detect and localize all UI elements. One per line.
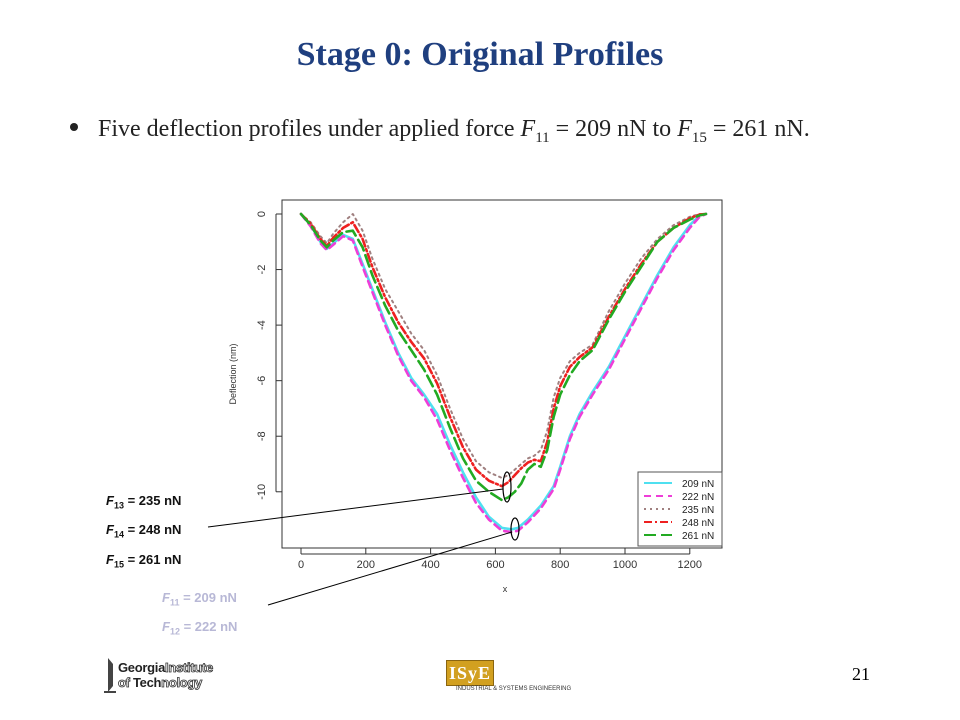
legend-entry: 261 nN [682,531,714,542]
annotation-f15-rest: = 261 nN [123,552,182,567]
x-tick-label: 1000 [613,559,637,571]
annotation-f13: F13 = 235 nN [106,493,181,511]
y-tick-label: -8 [256,431,268,441]
isye-logo: ISyE INDUSTRIAL & SYSTEMS ENGINEERING [446,660,571,692]
bullet-dot [70,123,78,132]
annotation-f11-var: F [162,590,170,605]
x-tick-label: 0 [298,559,304,571]
x-tick-label: 800 [551,559,569,571]
annotation-f15: F15 = 261 nN [106,552,181,570]
isye-logo-mark: ISyE [446,660,494,686]
gt-logo-institute: Institute [165,660,214,676]
bullet-f-last-var: F [677,116,692,142]
gt-logo-of: of [118,675,133,691]
annotation-f14-rest: = 248 nN [123,522,182,537]
x-tick-label: 400 [421,559,439,571]
series-line-235-nn [300,213,707,479]
gt-logo-nology: nology [161,675,203,691]
georgia-tech-logo: GeorgiaInstitute of Technology [118,660,214,691]
y-tick-label: -6 [256,376,268,386]
page-number: 21 [852,664,870,684]
annotation-f15-sub: 15 [113,559,124,570]
legend-entry: 248 nN [682,518,714,529]
y-tick-label: -10 [256,484,268,500]
annotation-f11-rest: = 209 nN [179,590,237,605]
series-line-261-nn [299,212,708,502]
annotation-f11-sub: 11 [169,597,180,608]
legend-entry: 222 nN [682,492,714,503]
annotation-f15-var: F [106,552,114,567]
bullet-f-last-rest: = 261 nN. [706,116,810,142]
annotation-f13-rest: = 235 nN [123,493,182,508]
gt-logo-line1: GeorgiaInstitute [118,660,214,676]
gt-logo-tech: Tech [132,675,162,690]
series-line-248-nn [299,212,708,488]
slide-title: Stage 0: Original Profiles [296,36,664,73]
bullet-f-first-var: F [520,116,536,142]
y-tick-label: -4 [256,320,268,330]
annotation-f12-sub: 12 [169,626,180,637]
bullet-f-first-sub: 11 [535,129,550,146]
bullet-text-before: Five deflection profiles under applied f… [98,116,521,142]
x-axis-label: x [503,584,508,594]
upper-leader-line [207,488,504,528]
annotation-f14-var: F [106,522,114,537]
lower-group-marker [510,517,520,541]
x-tick-label: 200 [357,559,375,571]
gt-logo-georgia: Georgia [118,660,166,675]
legend-entry: 209 nN [682,479,714,490]
series-line-222-nn [299,212,708,534]
annotation-f14: F14 = 248 nN [106,522,181,540]
y-tick-label: -2 [256,265,268,275]
upper-group-marker [502,471,512,503]
y-axis-label: Deflection (nm) [228,343,238,404]
y-tick-label: 0 [256,211,268,217]
bullet-f-last-sub: 15 [691,129,707,146]
plot-frame [281,199,723,549]
lower-leader-line [267,531,513,606]
x-tick-label: 1200 [678,559,702,571]
annotation-f11: F11 = 209 nN [162,590,237,608]
bullet-text: Five deflection profiles under applied f… [70,116,810,147]
annotation-f14-sub: 14 [113,529,124,540]
legend-entry: 235 nN [682,505,714,516]
annotation-f13-var: F [106,493,114,508]
isye-logo-subtitle: INDUSTRIAL & SYSTEMS ENGINEERING [456,686,572,692]
annotation-f12-rest: = 222 nN [179,619,238,634]
annotation-f12-var: F [162,619,170,634]
gt-emblem-icon [104,658,116,693]
x-tick-label: 600 [486,559,504,571]
bullet-f-first-rest: = 209 nN to [549,116,678,142]
gt-logo-line2: of Technology [118,675,213,691]
annotation-f13-sub: 13 [113,500,124,511]
annotation-f12: F12 = 222 nN [162,619,237,637]
